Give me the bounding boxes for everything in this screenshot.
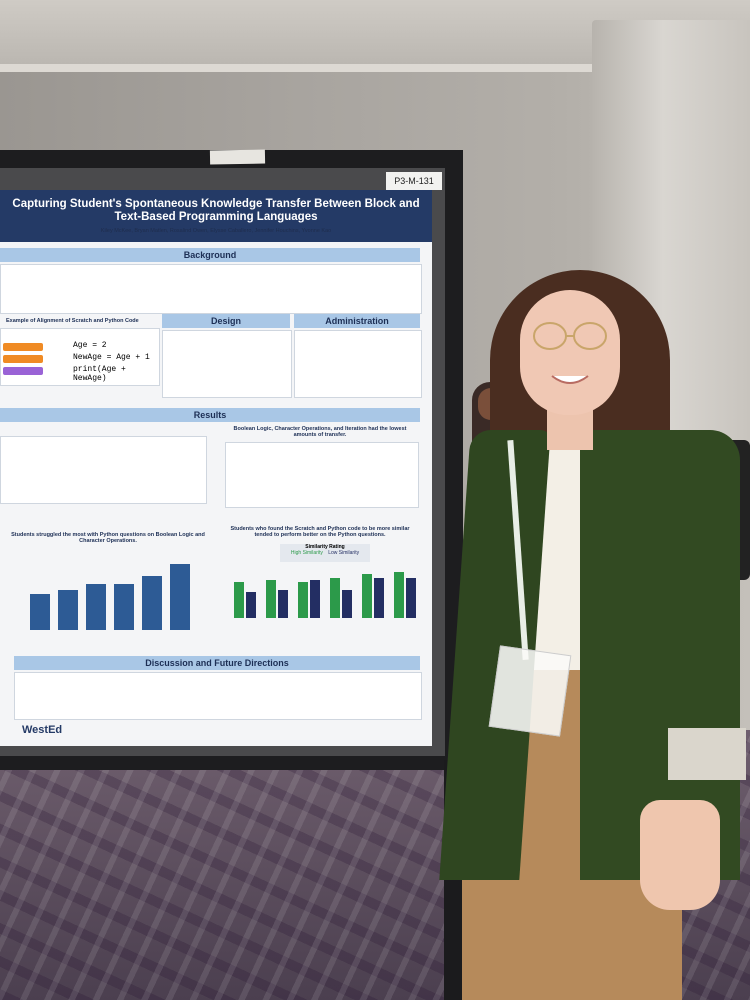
chart-bar (114, 584, 134, 630)
legend-low: Low Similarity (328, 550, 360, 556)
code-line: Age = 2 (73, 341, 107, 350)
section-design: Design (162, 314, 290, 328)
board-number-tag: P3-M-131 (386, 172, 442, 190)
code-example-box: Age = 2 NewAge = Age + 1 print(Age + New… (0, 328, 160, 386)
chart-bar (58, 590, 78, 630)
chart-bar (30, 594, 50, 630)
name-badge (488, 645, 572, 737)
chart-bar (406, 578, 416, 618)
chart-bar (342, 590, 352, 618)
scratch-block (3, 355, 43, 363)
legend-title: Similarity Rating (305, 544, 345, 550)
section-results: Results (0, 408, 420, 422)
administration-text-box (294, 330, 422, 398)
person-hand (640, 800, 720, 910)
code-line: NewAge = Age + 1 (73, 353, 150, 362)
scratch-block (3, 343, 43, 351)
poster-header: Capturing Student's Spontaneous Knowledg… (0, 190, 432, 242)
results-table (225, 442, 419, 508)
chart1-accuracy-bars (8, 550, 208, 630)
chart-bar (246, 592, 256, 618)
person-sleeve-cuff (668, 728, 746, 780)
section-discussion: Discussion and Future Directions (14, 656, 420, 670)
chart-bar (278, 590, 288, 618)
chart-bar (310, 580, 320, 618)
chart-bar (142, 576, 162, 630)
legend-high: High Similarity (290, 550, 323, 556)
ceiling-trim (0, 64, 750, 72)
section-administration: Administration (294, 314, 420, 328)
person-glasses (533, 322, 607, 384)
research-poster: Capturing Student's Spontaneous Knowledg… (0, 190, 432, 746)
scratch-block (3, 367, 43, 375)
chart2-heading: Students who found the Scratch and Pytho… (230, 526, 410, 538)
chart-bar (170, 564, 190, 630)
poster-title: Capturing Student's Spontaneous Knowledg… (12, 198, 420, 223)
chart-bar (234, 582, 244, 618)
tape-strip (209, 149, 266, 165)
person-face (520, 290, 620, 415)
chart-bar (330, 578, 340, 618)
results-text-box (0, 436, 207, 504)
chart-bar (86, 584, 106, 630)
chart2-similarity-bars (226, 566, 420, 618)
section-background: Background (0, 248, 420, 262)
discussion-text-box (14, 672, 422, 720)
wested-logo: WestEd (22, 724, 63, 736)
chart-bar (394, 572, 404, 618)
chart2-legend: Similarity Rating High Similarity Low Si… (280, 544, 370, 562)
chart-bar (374, 578, 384, 618)
results-table-heading: Boolean Logic, Character Operations, and… (233, 426, 407, 438)
poster-authors: Kiley McKee, Bryan Matlen, Rosalind Owen… (100, 228, 332, 234)
code-line: print(Age + NewAge) (73, 365, 126, 383)
chart1-heading: Students struggled the most with Python … (11, 532, 205, 544)
design-text-box (162, 330, 292, 398)
chart-bar (362, 574, 372, 618)
background-text-box (0, 264, 422, 314)
example-heading: Example of Alignment of Scratch and Pyth… (6, 318, 139, 324)
chart-bar (266, 580, 276, 618)
chart-bar (298, 582, 308, 618)
